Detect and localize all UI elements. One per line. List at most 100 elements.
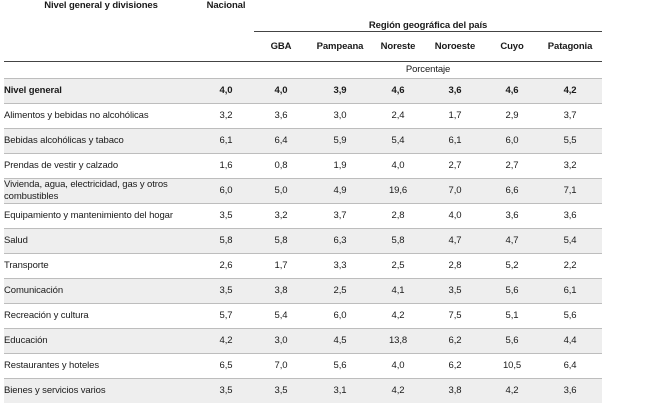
table-row: Bebidas alcohólicas y tabaco 6,1 6,4 5,9 5,4…: [4, 127, 603, 153]
table-row: Salud 5,8 5,8 6,3 5,8 4,7 4,7 5,4: [4, 227, 603, 253]
row-label: Comunicación: [4, 277, 198, 303]
cell-value: 3,5: [198, 202, 254, 228]
cell-value: 0,8: [254, 152, 308, 178]
price-index-table: Nivel general y divisiones Nacional Regi…: [4, 0, 603, 403]
cell-value: 3,8: [424, 377, 486, 403]
cell-value: 1,9: [308, 152, 372, 178]
region-header-pampeana: Pampeana: [308, 31, 372, 62]
cell-value: 6,3: [308, 227, 372, 253]
table-row: Alimentos y bebidas no alcohólicas 3,2 3,6…: [4, 102, 603, 128]
cell-value: 6,6: [486, 177, 538, 203]
cell-value: 13,8: [372, 327, 424, 353]
cell-value: 3,6: [486, 202, 538, 228]
cell-value: 4,1: [372, 277, 424, 303]
cell-value: 3,2: [254, 202, 308, 228]
table-row: Restaurantes y hoteles 6,5 7,0 5,6 4,0 6,2 10,…: [4, 352, 603, 378]
cell-value: 3,0: [254, 327, 308, 353]
cell-value: 3,9: [308, 77, 372, 103]
cell-value: 3,8: [254, 277, 308, 303]
region-group-header: Región geográfica del país: [254, 0, 603, 32]
cell-value: 5,1: [486, 302, 538, 328]
cell-value: 1,6: [198, 152, 254, 178]
cell-value: 2,4: [372, 102, 424, 128]
cell-value: 6,2: [424, 327, 486, 353]
cell-value: 4,2: [372, 377, 424, 403]
cell-value: 7,0: [424, 177, 486, 203]
region-header-patagonia: Patagonia: [538, 31, 603, 62]
cell-value: 4,2: [198, 327, 254, 353]
cell-value: 5,6: [308, 352, 372, 378]
cell-value: 6,5: [198, 352, 254, 378]
cell-value: 6,2: [424, 352, 486, 378]
cell-value: 3,1: [308, 377, 372, 403]
cell-value: 3,5: [198, 377, 254, 403]
row-label: Bebidas alcohólicas y tabaco: [4, 127, 198, 153]
cell-value: 6,0: [308, 302, 372, 328]
cell-value: 2,9: [486, 102, 538, 128]
cell-value: 4,0: [198, 77, 254, 103]
cell-value: 3,6: [538, 202, 603, 228]
cell-value: 6,0: [198, 177, 254, 203]
table-row: Vivienda, agua, electricidad, gas y otro…: [4, 177, 603, 203]
row-label: Alimentos y bebidas no alcohólicas: [4, 102, 198, 128]
table-row: Educación 4,2 3,0 4,5 13,8 6,2 5,6 4,4: [4, 327, 603, 353]
cell-value: 6,4: [538, 352, 603, 378]
cell-value: 5,7: [198, 302, 254, 328]
cell-value: 4,9: [308, 177, 372, 203]
cell-value: 6,4: [254, 127, 308, 153]
table-row: Equipamiento y mantenimiento del hogar 3,…: [4, 202, 603, 228]
cell-value: 4,2: [372, 302, 424, 328]
region-header-noroeste: Noroeste: [424, 31, 486, 62]
cell-value: 3,5: [254, 377, 308, 403]
cell-value: 4,4: [538, 327, 603, 353]
cell-value: 4,7: [486, 227, 538, 253]
cell-value: 4,0: [424, 202, 486, 228]
cell-value: 2,6: [198, 252, 254, 278]
cell-value: 6,1: [538, 277, 603, 303]
cell-value: 3,7: [538, 102, 603, 128]
row-label: Equipamiento y mantenimiento del hogar: [4, 202, 198, 228]
cell-value: 5,4: [538, 227, 603, 253]
cell-value: 3,2: [538, 152, 603, 178]
table-row: Nivel general 4,0 4,0 3,9 4,6 3,6 4,6 4,2: [4, 77, 603, 103]
table-row: Comunicación 3,5 3,8 2,5 4,1 3,5 5,6 6,1: [4, 277, 603, 303]
cell-value: 19,6: [372, 177, 424, 203]
row-label: Transporte: [4, 252, 198, 278]
table-row: Bienes y servicios varios 3,5 3,5 3,1 4,2 3,8…: [4, 377, 603, 403]
cell-value: 3,7: [308, 202, 372, 228]
cell-value: 5,6: [486, 327, 538, 353]
row-label-header: Nivel general y divisiones: [4, 0, 198, 62]
cell-value: 7,5: [424, 302, 486, 328]
cell-value: 6,0: [486, 127, 538, 153]
cell-value: 5,5: [538, 127, 603, 153]
cell-value: 2,2: [538, 252, 603, 278]
row-label: Vivienda, agua, electricidad, gas y otro…: [4, 177, 198, 203]
row-label: Bienes y servicios varios: [4, 377, 198, 403]
cell-value: 5,4: [254, 302, 308, 328]
cell-value: 5,2: [486, 252, 538, 278]
cell-value: 4,0: [254, 77, 308, 103]
cell-value: 2,8: [424, 252, 486, 278]
cell-value: 5,6: [486, 277, 538, 303]
cell-value: 3,5: [198, 277, 254, 303]
cell-value: 6,1: [424, 127, 486, 153]
row-label: Prendas de vestir y calzado: [4, 152, 198, 178]
cell-value: 2,5: [308, 277, 372, 303]
region-header-cuyo: Cuyo: [486, 31, 538, 62]
cell-value: 1,7: [254, 252, 308, 278]
cell-value: 2,7: [424, 152, 486, 178]
cell-value: 2,7: [486, 152, 538, 178]
row-label: Salud: [4, 227, 198, 253]
cell-value: 5,8: [254, 227, 308, 253]
cell-value: 4,0: [372, 152, 424, 178]
row-label: Educación: [4, 327, 198, 353]
cell-value: 4,6: [486, 77, 538, 103]
region-header-gba: GBA: [254, 31, 308, 62]
row-label: Recreación y cultura: [4, 302, 198, 328]
row-label: Nivel general: [4, 77, 198, 103]
table-row: Transporte 2,6 1,7 3,3 2,5 2,8 5,2 2,2: [4, 252, 603, 278]
cell-value: 3,6: [254, 102, 308, 128]
cell-value: 3,2: [198, 102, 254, 128]
unit-label: Porcentaje: [405, 64, 451, 75]
cell-value: 3,6: [538, 377, 603, 403]
